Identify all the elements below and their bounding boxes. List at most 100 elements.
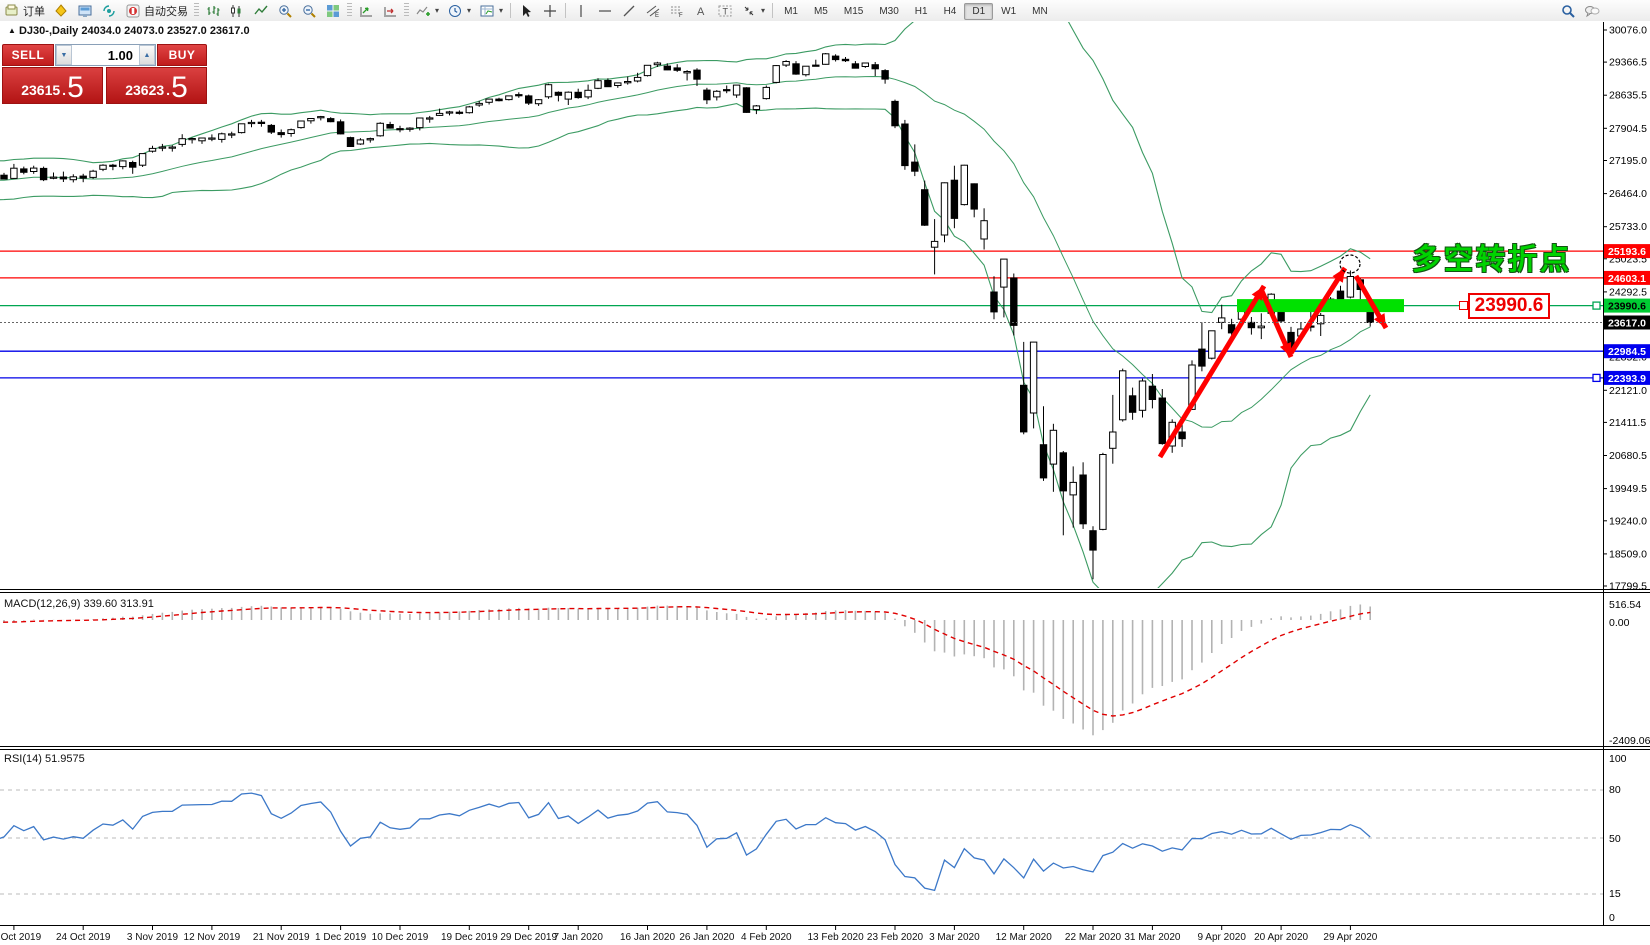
svg-text:19240.0: 19240.0 xyxy=(1609,515,1647,527)
panel-dividers[interactable] xyxy=(0,22,1650,926)
timeframe-mn[interactable]: MN xyxy=(1032,5,1048,17)
sell-price-pane[interactable]: 23615 . 5 xyxy=(2,67,103,104)
collapse-arrow-icon[interactable]: ▲ xyxy=(8,26,16,35)
vline-button[interactable] xyxy=(569,1,593,20)
fibonacci-icon: F xyxy=(671,6,683,19)
line-anchor-square[interactable] xyxy=(1592,301,1601,310)
line-anchor-square[interactable] xyxy=(1592,373,1601,383)
bar-chart-button[interactable] xyxy=(201,1,225,20)
timeframe-m1[interactable]: M1 xyxy=(784,5,798,17)
favorites-button[interactable] xyxy=(49,1,73,20)
volume-stepper: ▼ 1.00 ▲ xyxy=(55,44,156,66)
svg-text:22984.5: 22984.5 xyxy=(1608,346,1646,358)
timeframe-h4[interactable]: H4 xyxy=(943,5,957,17)
dropdown-caret-icon: ▾ xyxy=(435,6,440,15)
arrows-button[interactable]: ▾ xyxy=(737,1,769,20)
indicators-button[interactable]: ▾ xyxy=(411,1,443,20)
autotrade-icon xyxy=(126,4,140,17)
tile-windows-button[interactable] xyxy=(321,1,345,20)
rsi-line xyxy=(0,792,1371,892)
svg-text:15: 15 xyxy=(1609,888,1621,900)
channel-icon: E xyxy=(646,5,660,19)
svg-text:4 Feb 2020: 4 Feb 2020 xyxy=(741,932,792,943)
timeframe-m15[interactable]: M15 xyxy=(843,5,864,17)
crosshair-button[interactable] xyxy=(538,1,562,20)
chart-shift-button[interactable] xyxy=(378,1,402,20)
autoscroll-button[interactable] xyxy=(354,1,378,20)
signals-button[interactable] xyxy=(97,1,121,20)
cursor-icon xyxy=(523,4,532,17)
svg-text:21411.5: 21411.5 xyxy=(1609,417,1646,429)
svg-text:18509.0: 18509.0 xyxy=(1609,548,1647,560)
volume-decrease-button[interactable]: ▼ xyxy=(56,45,72,65)
fibonacci-button[interactable]: F xyxy=(665,1,689,20)
new-order-icon xyxy=(5,4,18,15)
label-button[interactable]: T xyxy=(713,1,737,20)
svg-text:E: E xyxy=(655,13,659,19)
templates-button[interactable]: ▾ xyxy=(475,1,507,20)
turning-point-annotation[interactable]: 多空转折点 xyxy=(1412,244,1573,276)
svg-text:20 Apr 2020: 20 Apr 2020 xyxy=(1254,932,1308,943)
circle-annotation[interactable] xyxy=(1339,254,1361,274)
timeframe-w1[interactable]: W1 xyxy=(1001,5,1017,17)
toolbar-grip xyxy=(194,3,199,18)
text-icon: A xyxy=(697,6,705,18)
svg-text:7 Jan 2020: 7 Jan 2020 xyxy=(553,932,603,943)
candles-layer[interactable] xyxy=(0,53,1374,580)
favorites-icon xyxy=(55,3,67,17)
svg-text:10 Dec 2019: 10 Dec 2019 xyxy=(372,932,429,943)
channel-button[interactable]: E xyxy=(641,1,665,20)
zoom-out-button[interactable] xyxy=(297,1,321,20)
trendline-button[interactable] xyxy=(617,1,641,20)
cursor-button[interactable] xyxy=(514,1,538,20)
templates-icon xyxy=(480,5,494,16)
volume-increase-button[interactable]: ▲ xyxy=(139,45,155,65)
chat-button[interactable] xyxy=(1580,1,1604,20)
price-callout-label[interactable]: 23990.6 xyxy=(1468,293,1550,319)
timeframe-m30[interactable]: M30 xyxy=(879,5,899,17)
main-chart-layer[interactable] xyxy=(0,0,1603,602)
buy-price-pane[interactable]: 23623 . 5 xyxy=(106,67,207,104)
sell-price-frac: 5 xyxy=(67,71,84,104)
chart-ohlc-values: 24034.0 24073.0 23527.0 23617.0 xyxy=(81,25,250,37)
timeframe-h1[interactable]: H1 xyxy=(914,5,928,17)
sell-price-main: 23615 xyxy=(21,82,61,98)
svg-text:21 Nov 2019: 21 Nov 2019 xyxy=(253,932,310,943)
svg-text:22393.9: 22393.9 xyxy=(1608,373,1646,385)
volume-value[interactable]: 1.00 xyxy=(107,47,133,63)
autotrade-button[interactable]: 自动交易 xyxy=(121,1,192,20)
text-button[interactable]: A xyxy=(689,1,713,20)
svg-text:516.54: 516.54 xyxy=(1609,599,1641,611)
toolbar-right-group xyxy=(1556,1,1604,20)
buy-button[interactable]: BUY xyxy=(157,44,207,66)
dropdown-caret-icon: ▾ xyxy=(499,6,504,15)
candle-chart-button[interactable] xyxy=(225,1,249,20)
svg-text:26464.0: 26464.0 xyxy=(1609,188,1647,200)
line-chart-button[interactable] xyxy=(249,1,273,20)
autotrade-label: 自动交易 xyxy=(144,5,188,18)
hline-button[interactable] xyxy=(593,1,617,20)
macd-panel[interactable] xyxy=(0,604,1371,736)
svg-text:80: 80 xyxy=(1609,784,1621,796)
zoom-in-button[interactable] xyxy=(273,1,297,20)
timeframe-m5[interactable]: M5 xyxy=(813,5,828,17)
svg-text:12 Nov 2019: 12 Nov 2019 xyxy=(184,932,241,943)
timeframe-d1[interactable]: D1 xyxy=(964,2,994,20)
svg-text:F: F xyxy=(679,13,683,19)
new-order-button[interactable]: 订单 xyxy=(0,1,49,20)
svg-text:27904.5: 27904.5 xyxy=(1609,123,1647,135)
search-button[interactable] xyxy=(1556,1,1580,20)
price-axis: 30076.0 29366.5 28635.5 27904.5 27195.0 26464… xyxy=(1603,25,1647,593)
tile-windows-icon xyxy=(327,4,339,17)
svg-text:3 Nov 2019: 3 Nov 2019 xyxy=(127,932,179,943)
vertical-line-icon xyxy=(580,4,582,17)
rsi-panel[interactable] xyxy=(0,789,1603,895)
price-badge-25193.6: 25193.6 xyxy=(1604,244,1650,259)
callout-anchor-square[interactable] xyxy=(1459,301,1468,310)
date-axis: 15 Oct 2019 24 Oct 2019 3 Nov 2019 12 Nov 2… xyxy=(0,926,1378,943)
periods-button[interactable]: ▾ xyxy=(443,1,475,20)
trendline-icon xyxy=(623,5,635,16)
autoscroll-icon xyxy=(360,6,372,16)
sell-button[interactable]: SELL xyxy=(2,44,54,66)
market-watch-button[interactable] xyxy=(73,1,97,20)
